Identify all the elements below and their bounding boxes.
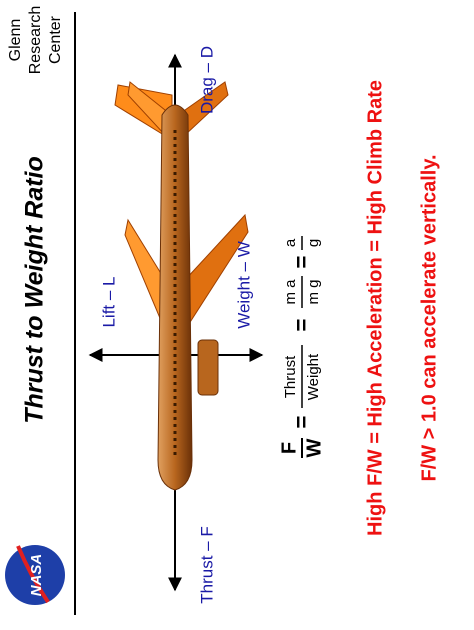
title: Thrust to Weight Ratio xyxy=(21,156,49,424)
eq-num: Thrust xyxy=(282,355,299,398)
eq-den: g xyxy=(305,239,322,247)
statement: High F/W = High Acceleration = High Clim… xyxy=(364,80,386,536)
eq-sign: = xyxy=(289,319,314,332)
equation: F W = Thrust Weight = m a m g = a g xyxy=(278,236,325,458)
statement: F/W > 1.0 can accelerate vertically. xyxy=(418,154,440,481)
force-label: Thrust – F xyxy=(197,526,216,603)
eq-sign: = xyxy=(289,416,314,429)
eq-num: F xyxy=(278,442,300,454)
nasa-logo: NASA xyxy=(5,545,65,605)
eq-num: a xyxy=(282,238,299,247)
logo-text: NASA xyxy=(28,554,45,597)
center-line: Research xyxy=(27,6,44,74)
airplane xyxy=(114,81,249,491)
eq-sign: = xyxy=(289,256,314,269)
eq-den: W xyxy=(303,438,325,457)
eq-den: Weight xyxy=(305,353,322,400)
center-line: Center xyxy=(47,15,64,64)
landscape: NASA Thrust to Weight Ratio Glenn Resear… xyxy=(5,6,440,615)
force-label: Drag – D xyxy=(197,46,216,114)
center-line: Glenn xyxy=(7,19,24,62)
eq-num: m a xyxy=(282,279,299,305)
force-label: Weight – W xyxy=(234,241,253,329)
eq-den: m g xyxy=(305,279,322,304)
force-label: Lift – L xyxy=(99,276,118,327)
